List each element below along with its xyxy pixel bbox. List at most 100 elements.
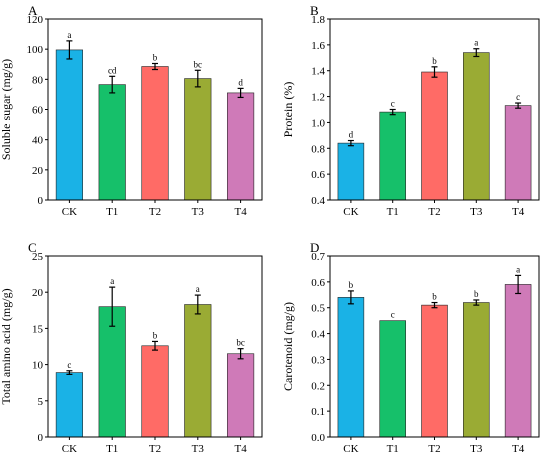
y-tick-label: 20 — [32, 165, 44, 177]
x-tick-label: T2 — [149, 206, 161, 218]
y-tick-label: 40 — [32, 135, 44, 147]
significance-letter: bc — [236, 338, 245, 348]
significance-letter: b — [432, 292, 437, 302]
bar-t4 — [227, 92, 255, 201]
significance-letter: a — [516, 264, 520, 274]
y-tick-label: 25 — [32, 251, 44, 263]
x-tick-label: T1 — [387, 206, 399, 218]
bar-ck — [55, 49, 83, 201]
bar-t3 — [184, 304, 212, 438]
significance-letter: c — [391, 310, 395, 320]
chart-panel-a: Aa CK cd T1 b T2 bc T3 d T4 0 20 40 60 80 100 120 Soluble… — [0, 3, 263, 218]
y-tick-label: 1.4 — [311, 66, 325, 78]
chart-panel-c: Cc CK a T1 b T2 a T3 bc T4 0 5 10 15 20 25 Total amino a… — [0, 240, 263, 455]
plot-frame — [329, 255, 540, 438]
y-tick-label: 1.0 — [311, 117, 325, 129]
bar-t2 — [421, 304, 448, 438]
x-tick-label: CK — [62, 443, 77, 455]
x-tick-label: T1 — [106, 443, 118, 455]
chart-panel-b: Bd CK c T1 b T2 a T3 c T4 0.4 0.6 0.8 1.0 1.2 1.4 1.6 1.8… — [281, 3, 540, 218]
y-tick-label: 120 — [27, 14, 44, 26]
significance-letter: b — [349, 280, 354, 290]
y-axis-label: Total amino acid (mg/g) — [0, 288, 13, 404]
x-tick-label: T4 — [234, 206, 247, 218]
x-tick-label: T1 — [106, 206, 118, 218]
x-tick-label: CK — [343, 443, 358, 455]
bar-ck — [337, 142, 365, 201]
y-tick-label: 0 — [38, 432, 44, 444]
x-tick-label: CK — [62, 206, 77, 218]
y-tick-label: 0.5 — [311, 303, 325, 315]
y-tick-label: 0.4 — [311, 195, 325, 207]
x-tick-label: T1 — [387, 443, 399, 455]
significance-letter: c — [67, 360, 71, 370]
bar-t1 — [379, 111, 406, 201]
y-tick-label: 0.1 — [311, 406, 325, 418]
x-tick-label: T2 — [149, 443, 161, 455]
x-tick-label: T2 — [428, 206, 440, 218]
x-tick-label: T4 — [512, 206, 525, 218]
y-tick-label: 0.8 — [311, 143, 325, 155]
plot-frame — [47, 255, 263, 438]
y-tick-label: 1.8 — [311, 14, 325, 26]
panel-letter: A — [28, 3, 38, 18]
y-tick-label: 0.7 — [311, 251, 325, 263]
panel-letter: C — [28, 240, 37, 255]
chart-panel-d: Db CK c T1 b T2 b T3 a T4 0.0 0.1 0.2 0.3 0.4 0.5 0.6 0.7… — [281, 240, 540, 455]
y-tick-label: 10 — [32, 360, 44, 372]
significance-letter: d — [238, 77, 243, 87]
bar-t2 — [421, 71, 448, 201]
bar-ck — [55, 372, 83, 438]
x-tick-label: T3 — [192, 443, 205, 455]
x-tick-label: T3 — [470, 206, 483, 218]
bar-t1 — [379, 320, 406, 438]
y-axis-label: Protein (%) — [281, 82, 295, 138]
panel-letter: B — [310, 3, 319, 18]
bar-t1 — [98, 306, 126, 438]
y-axis-label: Carotenoid (mg/g) — [281, 302, 295, 391]
x-tick-label: CK — [343, 206, 358, 218]
bar-t2 — [141, 66, 169, 201]
panel-letter: D — [310, 240, 319, 255]
x-tick-label: T3 — [192, 206, 205, 218]
bar-ck — [337, 297, 365, 438]
x-tick-label: T4 — [512, 443, 525, 455]
y-axis-label: Soluble sugar (mg/g) — [0, 59, 13, 160]
x-tick-label: T4 — [234, 443, 247, 455]
y-tick-label: 0.0 — [311, 432, 325, 444]
bar-t4 — [227, 353, 255, 438]
bar-t2 — [141, 345, 169, 438]
bar-t3 — [463, 302, 490, 438]
bar-t4 — [504, 105, 532, 201]
x-tick-label: T3 — [470, 443, 483, 455]
plot-frame — [47, 18, 263, 201]
significance-letter: cd — [108, 65, 117, 75]
significance-letter: a — [196, 284, 200, 294]
bar-t3 — [463, 52, 490, 201]
y-tick-label: 1.6 — [311, 40, 325, 52]
bar-t1 — [98, 84, 126, 201]
significance-letter: c — [516, 92, 520, 102]
x-tick-label: T2 — [428, 443, 440, 455]
bar-t3 — [184, 78, 212, 201]
y-tick-label: 1.2 — [311, 92, 325, 104]
y-tick-label: 20 — [32, 287, 44, 299]
y-tick-label: 0 — [38, 195, 44, 207]
significance-letter: a — [474, 38, 478, 48]
significance-letter: d — [349, 130, 354, 140]
y-tick-label: 15 — [32, 323, 44, 335]
significance-letter: c — [391, 99, 395, 109]
y-tick-label: 0.3 — [311, 354, 325, 366]
y-tick-label: 0.2 — [311, 380, 325, 392]
y-tick-label: 5 — [38, 396, 44, 408]
significance-letter: b — [432, 56, 437, 66]
significance-letter: bc — [194, 59, 203, 69]
y-tick-label: 80 — [32, 74, 44, 86]
significance-letter: b — [474, 289, 479, 299]
y-tick-label: 0.6 — [311, 277, 325, 289]
significance-letter: a — [67, 30, 71, 40]
y-tick-label: 100 — [27, 44, 44, 56]
significance-letter: a — [110, 276, 114, 286]
significance-letter: b — [153, 330, 158, 340]
